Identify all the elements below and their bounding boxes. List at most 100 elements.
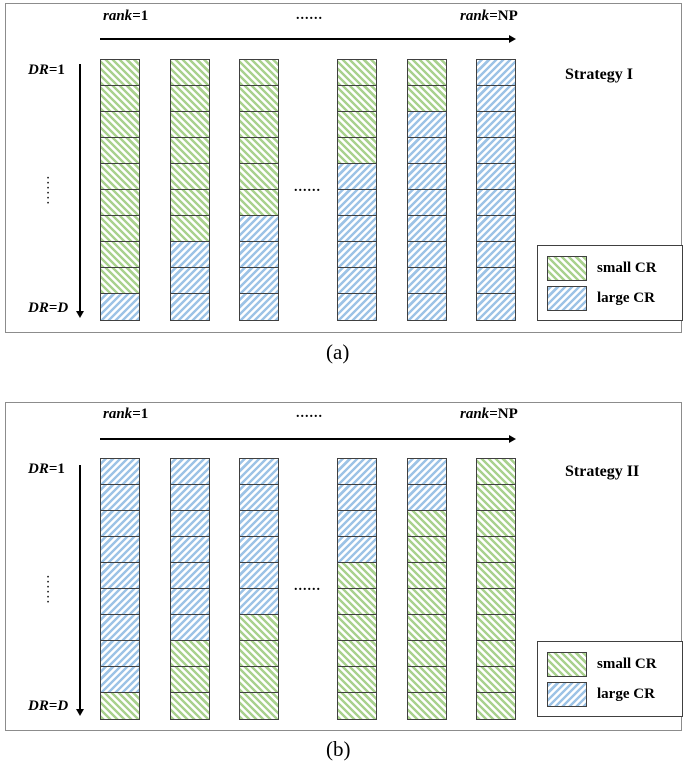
small-cr-cell [408, 60, 446, 86]
caption-b: (b) [326, 737, 351, 761]
large-cr-cell [240, 459, 278, 485]
small-cr-cell [338, 138, 376, 164]
small-cr-cell [408, 511, 446, 537]
large-cr-cell [408, 216, 446, 242]
small-cr-swatch-icon [547, 256, 587, 281]
rank-column [407, 59, 447, 321]
large-cr-cell [171, 294, 209, 320]
small-cr-cell [171, 86, 209, 112]
large-cr-cell [408, 164, 446, 190]
large-cr-cell [240, 537, 278, 563]
large-cr-cell [477, 86, 515, 112]
small-cr-cell [240, 138, 278, 164]
small-cr-cell [101, 693, 139, 719]
small-cr-cell [338, 563, 376, 589]
dr-end-label: DR=D [28, 300, 69, 316]
small-cr-cell [477, 511, 515, 537]
panel-strategy-2: rank=1 ...... rank=NP DR=1 · · · · · · DR=D .… [5, 402, 683, 731]
small-cr-cell [408, 86, 446, 112]
small-cr-cell [408, 563, 446, 589]
dr-ellipsis: · · · · · · [46, 572, 50, 608]
legend-item-large-cr: large CR [547, 286, 655, 311]
small-cr-cell [171, 693, 209, 719]
small-cr-cell [477, 485, 515, 511]
legend-label: small CR [597, 656, 657, 672]
dr-ellipsis: · · · · · · [46, 173, 50, 209]
large-cr-cell [240, 563, 278, 589]
small-cr-cell [171, 164, 209, 190]
large-cr-cell [477, 268, 515, 294]
small-cr-cell [408, 615, 446, 641]
small-cr-cell [101, 86, 139, 112]
large-cr-cell [408, 138, 446, 164]
small-cr-cell [240, 190, 278, 216]
small-cr-cell [338, 667, 376, 693]
large-cr-cell [171, 589, 209, 615]
legend-item-large-cr: large CR [547, 682, 655, 707]
dr-start-label: DR=1 [28, 62, 65, 78]
small-cr-cell [477, 537, 515, 563]
small-cr-cell [477, 615, 515, 641]
rank-axis-arrow [100, 435, 516, 443]
small-cr-cell [408, 667, 446, 693]
large-cr-cell [477, 190, 515, 216]
small-cr-cell [338, 112, 376, 138]
large-cr-swatch-icon [547, 286, 587, 311]
small-cr-cell [171, 138, 209, 164]
large-cr-cell [240, 589, 278, 615]
large-cr-cell [338, 216, 376, 242]
large-cr-cell [101, 485, 139, 511]
rank-column [476, 458, 516, 720]
large-cr-cell [477, 216, 515, 242]
large-cr-cell [101, 563, 139, 589]
large-cr-cell [408, 459, 446, 485]
large-cr-cell [477, 164, 515, 190]
large-cr-cell [477, 112, 515, 138]
small-cr-cell [408, 641, 446, 667]
large-cr-cell [240, 511, 278, 537]
rank-column [100, 458, 140, 720]
caption-a: (a) [326, 340, 350, 364]
rank-end-label: rank=NP [460, 8, 518, 24]
small-cr-cell [477, 589, 515, 615]
large-cr-cell [101, 294, 139, 320]
legend-label: large CR [597, 290, 655, 306]
dr-axis-arrow [76, 64, 84, 318]
large-cr-cell [240, 268, 278, 294]
rank-axis-arrow [100, 35, 516, 43]
small-cr-cell [338, 693, 376, 719]
small-cr-cell [338, 589, 376, 615]
small-cr-cell [338, 615, 376, 641]
large-cr-cell [408, 112, 446, 138]
large-cr-cell [408, 485, 446, 511]
strategy-title: Strategy II [565, 463, 640, 480]
large-cr-cell [338, 242, 376, 268]
small-cr-cell [101, 138, 139, 164]
large-cr-cell [240, 485, 278, 511]
rank-column [170, 59, 210, 321]
large-cr-cell [171, 537, 209, 563]
large-cr-swatch-icon [547, 682, 587, 707]
legend: small CR large CR [537, 245, 683, 321]
panel-strategy-1: rank=1 ...... rank=NP DR=1 · · · · · · DR=D .… [5, 3, 683, 333]
dr-axis-arrow [76, 465, 84, 716]
small-cr-cell [101, 164, 139, 190]
small-cr-cell [101, 190, 139, 216]
small-cr-cell [171, 190, 209, 216]
large-cr-cell [338, 511, 376, 537]
columns-ellipsis: ...... [294, 579, 321, 594]
rank-start-label: rank=1 [103, 406, 149, 422]
large-cr-cell [477, 60, 515, 86]
large-cr-cell [408, 190, 446, 216]
large-cr-cell [171, 268, 209, 294]
small-cr-cell [171, 667, 209, 693]
large-cr-cell [101, 511, 139, 537]
small-cr-cell [240, 615, 278, 641]
small-cr-cell [101, 242, 139, 268]
small-cr-cell [408, 589, 446, 615]
small-cr-cell [101, 112, 139, 138]
small-cr-cell [240, 86, 278, 112]
small-cr-cell [101, 268, 139, 294]
small-cr-cell [171, 641, 209, 667]
large-cr-cell [408, 242, 446, 268]
